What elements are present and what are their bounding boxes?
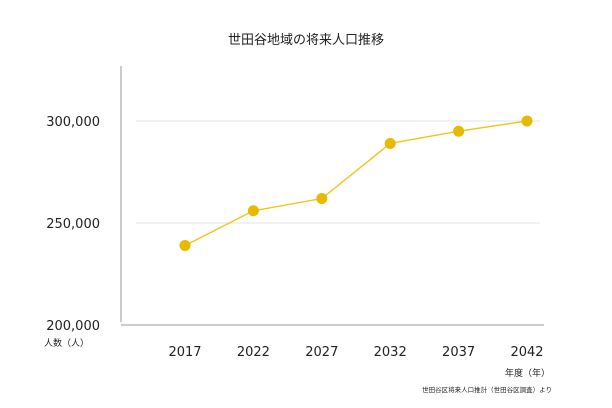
series-line	[184, 120, 528, 247]
y-tick-label: 200,000	[46, 319, 100, 334]
data-point-2042	[521, 115, 533, 127]
x-tick-label: 2032	[374, 345, 407, 360]
x-axis-unit-label: 年度（年）	[505, 367, 550, 379]
y-tick-labels: 200,000 250,000 300,000	[46, 115, 100, 334]
chart-title: 世田谷地域の将来人口推移	[228, 33, 384, 48]
data-point-2027	[316, 193, 328, 205]
gridlines	[136, 120, 540, 224]
x-tick-label: 2042	[510, 345, 543, 360]
data-point-2037	[453, 125, 465, 137]
x-tick-label: 2017	[168, 345, 201, 360]
y-tick-label: 300,000	[46, 115, 100, 130]
data-point-2017	[179, 239, 191, 251]
data-points	[179, 115, 533, 251]
y-tick-label: 250,000	[46, 217, 100, 232]
y-axis-unit-label: 人数（人）	[44, 337, 89, 349]
data-point-2022	[247, 205, 259, 217]
x-tick-label: 2022	[237, 345, 270, 360]
source-note: 世田谷区将来人口推計（世田谷区調査）より	[422, 385, 552, 394]
x-tick-label: 2027	[305, 345, 338, 360]
data-point-2032	[384, 137, 396, 149]
x-tick-labels: 2017 2022 2027 2032 2037 2042	[168, 345, 543, 360]
x-tick-label: 2037	[442, 345, 475, 360]
